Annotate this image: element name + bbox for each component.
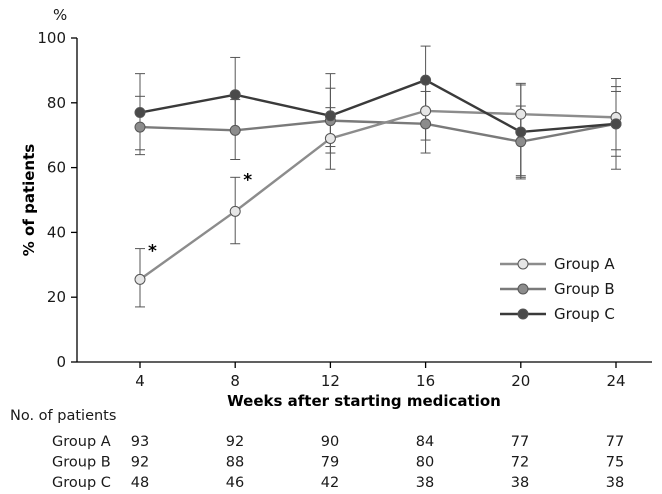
data-point-group-a bbox=[324, 132, 336, 144]
legend-label: Group C bbox=[554, 305, 615, 323]
patients-table-count: 88 bbox=[226, 455, 244, 471]
patients-table-count: 92 bbox=[226, 434, 244, 450]
x-tick-label: 4 bbox=[135, 372, 145, 390]
data-point-group-a bbox=[420, 105, 432, 117]
legend-label: Group A bbox=[554, 255, 615, 273]
patients-table-group-label: Group B bbox=[52, 455, 111, 471]
x-tick-label: 24 bbox=[606, 372, 625, 390]
data-point-group-a bbox=[515, 108, 527, 120]
significance-markers: ** bbox=[148, 170, 252, 261]
patients-table-count: 93 bbox=[131, 434, 149, 450]
legend-marker bbox=[517, 283, 529, 295]
data-point-group-c bbox=[420, 74, 432, 86]
x-tick-label: 12 bbox=[321, 372, 340, 390]
error-bars bbox=[135, 45, 621, 308]
patients-table-count: 72 bbox=[511, 455, 529, 471]
x-tick-label: 16 bbox=[416, 372, 435, 390]
patients-table-count: 48 bbox=[131, 475, 149, 491]
patients-table-count: 84 bbox=[416, 434, 434, 450]
x-ticks: 4 8 12 16 20 24 bbox=[135, 362, 626, 390]
data-point-group-b bbox=[229, 124, 241, 136]
x-axis-title: Weeks after starting medication bbox=[227, 392, 501, 410]
data-point-group-c bbox=[229, 89, 241, 101]
legend-marker bbox=[517, 308, 529, 320]
patients-table-count: 46 bbox=[226, 475, 244, 491]
patients-table-count: 75 bbox=[606, 455, 624, 471]
legend-marker bbox=[517, 258, 529, 270]
data-point-group-b bbox=[134, 121, 146, 133]
patients-table-count: 42 bbox=[321, 475, 339, 491]
y-axis-title: % of patients bbox=[20, 144, 38, 256]
series-line-group-c bbox=[139, 78, 617, 134]
y-tick-label: 60 bbox=[47, 159, 66, 177]
data-point-group-c bbox=[610, 118, 622, 130]
patients-table-count: 38 bbox=[606, 475, 624, 491]
y-tick-label: 20 bbox=[47, 288, 66, 306]
data-point-group-c bbox=[515, 126, 527, 138]
data-point-group-a bbox=[229, 205, 241, 217]
legend: Group A Group B Group C bbox=[500, 255, 615, 323]
patients-table-count: 79 bbox=[321, 455, 339, 471]
patients-table-count: 77 bbox=[511, 434, 529, 450]
y-unit-label: % bbox=[53, 6, 67, 24]
patients-table-group-label: Group A bbox=[52, 434, 111, 450]
data-points bbox=[134, 74, 622, 285]
data-point-group-c bbox=[134, 107, 146, 119]
series-line-group-b bbox=[139, 119, 617, 143]
legend-label: Group B bbox=[554, 280, 615, 298]
patients-table-heading: No. of patients bbox=[10, 408, 116, 424]
y-tick-label: 100 bbox=[37, 29, 66, 47]
data-point-group-b bbox=[420, 118, 432, 130]
patients-table-count: 38 bbox=[511, 475, 529, 491]
y-tick-label: 80 bbox=[47, 94, 66, 112]
y-ticks: 0 20 40 60 80 100 bbox=[37, 29, 77, 371]
patients-table-count: 90 bbox=[321, 434, 339, 450]
patients-table: Group A 93 92 90 84 77 77 Group B 92 88 79 80 72 75 Gr… bbox=[52, 434, 624, 491]
significance-star: * bbox=[148, 242, 157, 262]
data-point-group-c bbox=[324, 110, 336, 122]
patients-table-count: 80 bbox=[416, 455, 434, 471]
patients-table-count: 38 bbox=[416, 475, 434, 491]
y-tick-label: 0 bbox=[56, 353, 66, 371]
data-point-group-a bbox=[134, 273, 146, 285]
x-tick-label: 20 bbox=[511, 372, 530, 390]
data-point-group-b bbox=[515, 136, 527, 148]
series-lines bbox=[139, 78, 617, 281]
y-tick-label: 40 bbox=[47, 223, 66, 241]
patients-table-count: 77 bbox=[606, 434, 624, 450]
patients-table-count: 92 bbox=[131, 455, 149, 471]
patients-table-group-label: Group C bbox=[52, 475, 111, 491]
x-tick-label: 8 bbox=[230, 372, 240, 390]
series-line-group-a bbox=[139, 109, 617, 281]
significance-star: * bbox=[243, 170, 252, 190]
